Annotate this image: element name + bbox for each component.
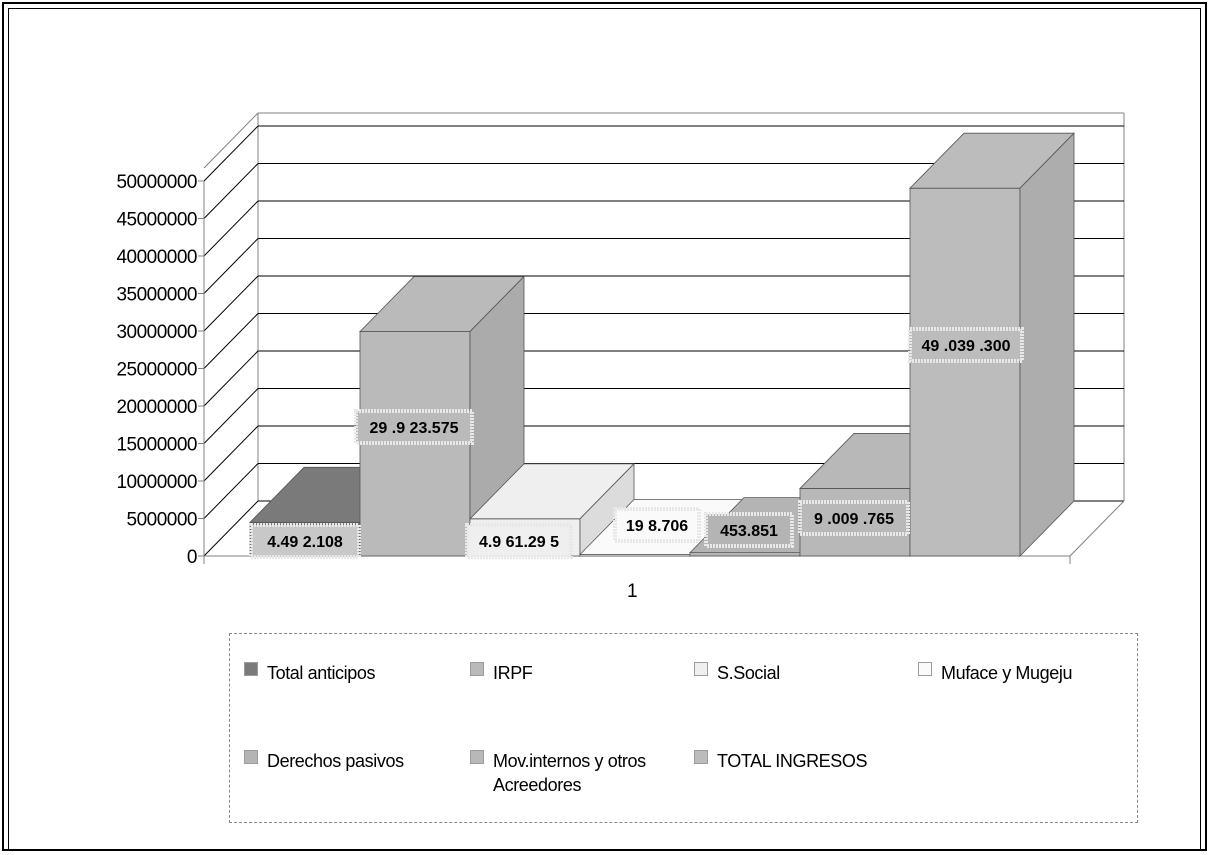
bar-total-ingresos	[909, 132, 1075, 557]
gridline-side	[203, 275, 259, 332]
data-label: 9 .009 .765	[814, 511, 894, 528]
legend-swatch	[244, 750, 258, 764]
data-label: 19 8.706	[626, 518, 688, 535]
y-tick-label: 0	[187, 547, 197, 568]
data-label-box	[798, 500, 910, 536]
chart-walls	[203, 112, 1125, 501]
data-label: 453.851	[720, 523, 778, 540]
legend-swatch	[694, 750, 708, 764]
data-labels: 4.49 2.108 29 .9 23.575 4.9 61.29 5 19 8.70…	[249, 327, 1024, 559]
legend-swatch	[470, 662, 484, 676]
floor-right-edge	[1069, 500, 1125, 557]
data-label-box	[465, 523, 573, 559]
y-tick-label: 50000000	[116, 172, 197, 193]
y-tick-label: 45000000	[116, 210, 197, 231]
legend-item-derechos-pasivos: Derechos pasivos	[244, 749, 404, 773]
gridline-side	[203, 388, 259, 444]
y-tick-label: 30000000	[116, 322, 197, 343]
legend-label: Muface y Mugeju	[941, 663, 1073, 683]
data-label-group: 453.851	[704, 512, 794, 548]
legend-item-s-social: S.Social	[694, 661, 780, 685]
y-tick-labels: 0 5000000 10000000 15000000 20000000 25000000…	[116, 172, 197, 568]
bar-front-face	[909, 187, 1021, 557]
gridline-side	[203, 313, 259, 369]
y-tick-label: 40000000	[116, 247, 197, 268]
data-label-group: 49 .039 .300	[908, 327, 1024, 363]
bars	[249, 132, 1075, 557]
gridline-side	[203, 425, 259, 482]
data-label-box	[908, 327, 1024, 363]
legend-item-irpf: IRPF	[470, 661, 533, 685]
data-label-box	[613, 507, 701, 543]
legend-label: S.Social	[717, 663, 780, 683]
data-label-box	[249, 523, 361, 559]
gridline-side	[203, 350, 259, 407]
legend: Total anticipos IRPF S.Social Muface y M…	[229, 633, 1138, 823]
data-label-group: 19 8.706	[613, 507, 701, 543]
gridline-side	[203, 238, 259, 294]
data-label-group: 4.49 2.108	[249, 523, 361, 559]
legend-item-mov-internos: Mov.internos y otros Acreedores	[470, 749, 646, 797]
x-category-label: 1	[627, 581, 637, 602]
legend-label: IRPF	[493, 663, 533, 683]
y-tick-label: 15000000	[116, 435, 197, 456]
legend-label: Total anticipos	[267, 663, 376, 683]
data-label-group: 4.9 61.29 5	[465, 523, 573, 559]
chart-frame-inner	[8, 8, 1201, 851]
legend-swatch	[470, 750, 484, 764]
data-label-group: 9 .009 .765	[798, 500, 910, 536]
legend-item-total-ingresos: TOTAL INGRESOS	[694, 749, 868, 773]
legend-label: Derechos pasivos	[267, 751, 404, 771]
bar-front-face	[689, 552, 801, 557]
data-label-box	[704, 512, 794, 548]
data-label-group: 29 .9 23.575	[354, 409, 474, 445]
legend-label: Mov.internos y otros Acreedores	[493, 751, 646, 795]
gridline-side	[203, 200, 259, 257]
gridline-side	[203, 125, 259, 182]
y-tick-label: 10000000	[116, 472, 197, 493]
legend-swatch	[918, 662, 932, 676]
bar-side-face	[1019, 132, 1075, 557]
data-label: 4.9 61.29 5	[479, 534, 559, 551]
y-tick-label: 20000000	[116, 397, 197, 418]
data-label-box	[354, 409, 474, 445]
legend-label: TOTAL INGRESOS	[717, 751, 868, 771]
side-wall-top-edge	[203, 112, 259, 169]
gridline-side	[203, 163, 259, 219]
legend-swatch	[694, 662, 708, 676]
gridline-side	[203, 500, 259, 557]
data-label: 29 .9 23.575	[370, 420, 459, 437]
legend-swatch	[244, 662, 258, 676]
gridline-side	[203, 463, 259, 519]
y-tick-label: 25000000	[116, 360, 197, 381]
legend-item-total-anticipos: Total anticipos	[244, 661, 375, 685]
y-tick-label: 35000000	[116, 285, 197, 306]
data-label: 4.49 2.108	[267, 534, 343, 551]
legend-item-muface-mugeju: Muface y Mugeju	[918, 661, 1072, 685]
y-tick-label: 5000000	[127, 510, 197, 531]
data-label: 49 .039 .300	[922, 338, 1011, 355]
